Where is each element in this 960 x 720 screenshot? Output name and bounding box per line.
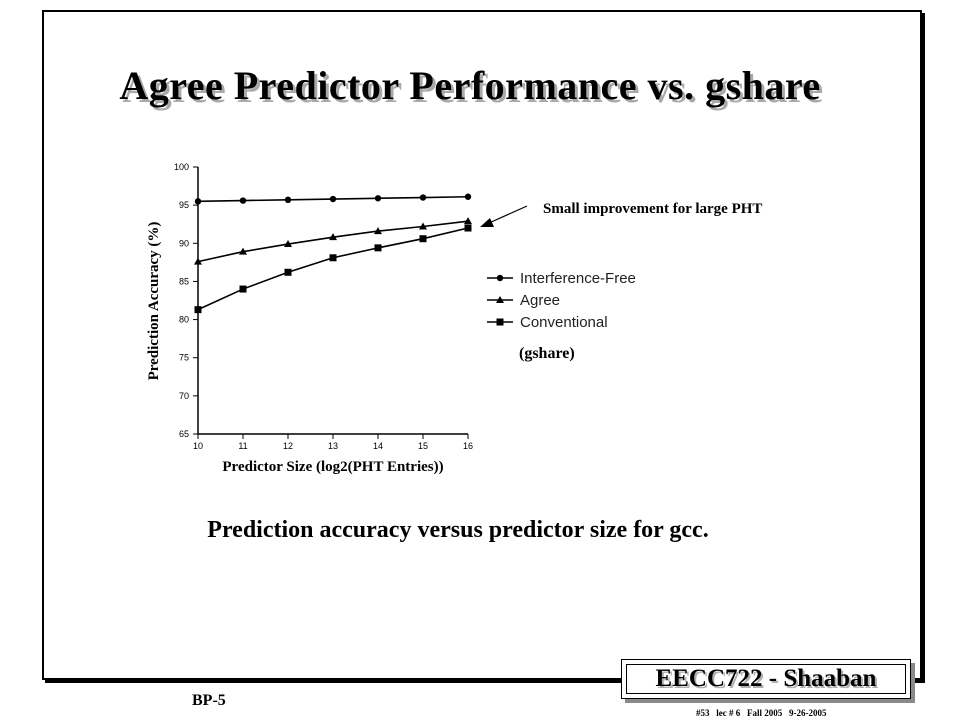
point-conventional <box>374 244 382 252</box>
point-interference-free <box>464 193 472 200</box>
point-agree <box>464 217 472 225</box>
y-tick-label: 70 <box>179 391 189 401</box>
point-agree <box>329 233 337 241</box>
series-line-conventional <box>197 227 469 311</box>
point-conventional <box>419 235 427 243</box>
x-tick-label: 16 <box>463 441 473 451</box>
y-tick-label: 75 <box>179 353 189 363</box>
y-tick-label: 95 <box>179 200 189 210</box>
point-conventional <box>464 224 472 232</box>
point-agree <box>374 227 382 235</box>
chart-caption: Prediction accuracy versus predictor siz… <box>207 517 709 543</box>
point-conventional <box>194 306 202 314</box>
point-interference-free <box>284 196 292 204</box>
x-tick-label: 11 <box>238 441 247 451</box>
course-brand: EECC722 - Shaaban <box>626 664 906 694</box>
slide-title: Agree Predictor Performance vs. gshare <box>119 63 821 108</box>
y-tick-label: 90 <box>179 238 189 248</box>
chart-layer: 65 70 75 80 85 90 95 100 10 11 12 13 14 15 16 Predictor… <box>146 162 636 475</box>
annotation-arrow-line <box>488 205 528 224</box>
x-tick-label: 14 <box>373 441 383 451</box>
point-conventional <box>284 268 292 276</box>
y-tick-label: 85 <box>179 276 189 286</box>
x-tick-label: 15 <box>418 441 428 451</box>
y-tick-label: 100 <box>174 162 189 172</box>
course-brand-box: EECC722 - Shaaban <box>621 659 911 699</box>
point-interference-free <box>419 194 427 201</box>
point-agree <box>194 257 202 265</box>
x-tick-label: 10 <box>193 441 203 451</box>
point-agree <box>419 222 427 230</box>
footer-meta: #53 lec # 6 Fall 2005 9-26-2005 <box>696 708 827 718</box>
x-tick-label: 13 <box>328 441 338 451</box>
point-agree <box>284 240 292 248</box>
y-tick-label: 65 <box>179 429 189 439</box>
point-interference-free <box>374 195 382 202</box>
legend-note: (gshare) <box>519 345 575 362</box>
point-interference-free <box>329 195 337 203</box>
slide-frame <box>42 10 922 680</box>
legend-marker-agree <box>496 296 504 303</box>
legend-marker-interference-free <box>496 274 504 282</box>
legend-marker-conventional <box>496 318 504 326</box>
annotation-arrowhead <box>480 218 494 227</box>
legend-label-conventional: Conventional <box>520 314 608 331</box>
legend-label-agree: Agree <box>520 292 560 309</box>
y-tick-label: 80 <box>179 315 189 325</box>
point-conventional <box>329 254 337 262</box>
point-interference-free <box>194 198 202 205</box>
point-interference-free <box>239 197 247 204</box>
x-axis-label: Predictor Size (log2(PHT Entries)) <box>222 459 443 475</box>
y-axis-label: Prediction Accuracy (%) <box>146 222 162 381</box>
point-agree <box>239 247 247 255</box>
x-tick-label: 12 <box>283 441 293 451</box>
annotation-text: Small improvement for large PHT <box>543 201 763 217</box>
page-label: BP-5 <box>192 692 226 709</box>
legend-label-interference-free: Interference-Free <box>520 270 636 287</box>
point-conventional <box>239 285 247 293</box>
